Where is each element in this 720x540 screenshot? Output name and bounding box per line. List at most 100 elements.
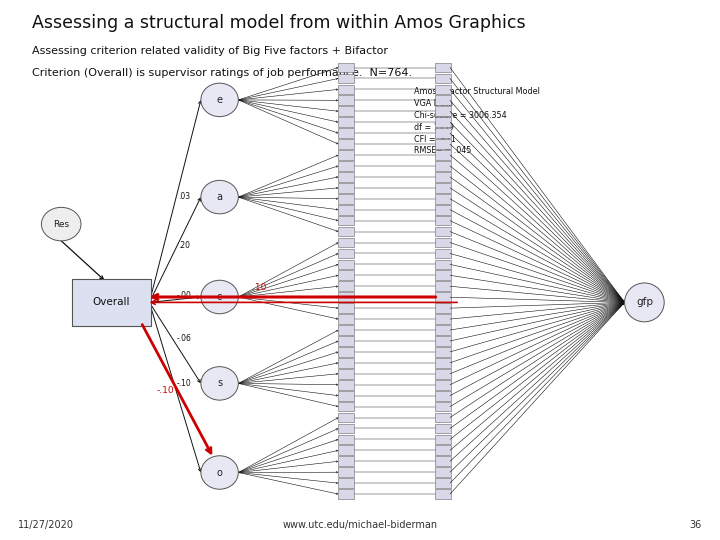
FancyBboxPatch shape xyxy=(435,139,451,149)
FancyBboxPatch shape xyxy=(435,292,451,302)
Text: -.06: -.06 xyxy=(176,334,192,343)
FancyBboxPatch shape xyxy=(435,391,451,401)
FancyBboxPatch shape xyxy=(435,314,451,324)
FancyBboxPatch shape xyxy=(338,117,354,127)
FancyBboxPatch shape xyxy=(338,347,354,357)
FancyBboxPatch shape xyxy=(338,489,354,499)
FancyBboxPatch shape xyxy=(338,325,354,335)
FancyBboxPatch shape xyxy=(435,172,451,182)
FancyBboxPatch shape xyxy=(338,248,354,258)
FancyBboxPatch shape xyxy=(435,227,451,237)
FancyBboxPatch shape xyxy=(338,238,354,247)
FancyBboxPatch shape xyxy=(338,96,354,105)
FancyBboxPatch shape xyxy=(338,413,354,422)
FancyBboxPatch shape xyxy=(338,150,354,160)
FancyBboxPatch shape xyxy=(338,281,354,291)
FancyBboxPatch shape xyxy=(338,205,354,214)
FancyBboxPatch shape xyxy=(338,260,354,269)
Text: s: s xyxy=(217,379,222,388)
FancyBboxPatch shape xyxy=(338,85,354,94)
FancyBboxPatch shape xyxy=(338,478,354,488)
FancyBboxPatch shape xyxy=(435,467,451,477)
FancyBboxPatch shape xyxy=(435,369,451,379)
FancyBboxPatch shape xyxy=(435,183,451,193)
Text: a: a xyxy=(217,192,222,202)
Ellipse shape xyxy=(201,83,238,117)
Text: Criterion (Overall) is supervisor ratings of job performance.  N=764.: Criterion (Overall) is supervisor rating… xyxy=(32,68,413,78)
FancyBboxPatch shape xyxy=(435,478,451,488)
Ellipse shape xyxy=(42,207,81,241)
Text: .03: .03 xyxy=(178,192,190,201)
FancyBboxPatch shape xyxy=(338,129,354,138)
Text: -.10: -.10 xyxy=(157,386,174,395)
Text: Res: Res xyxy=(53,220,69,228)
FancyBboxPatch shape xyxy=(338,172,354,182)
FancyBboxPatch shape xyxy=(435,96,451,105)
Ellipse shape xyxy=(201,367,238,400)
FancyBboxPatch shape xyxy=(338,456,354,466)
FancyBboxPatch shape xyxy=(435,260,451,269)
FancyBboxPatch shape xyxy=(338,106,354,116)
FancyBboxPatch shape xyxy=(435,150,451,160)
FancyBboxPatch shape xyxy=(435,336,451,346)
FancyBboxPatch shape xyxy=(338,336,354,346)
FancyBboxPatch shape xyxy=(435,238,451,247)
FancyBboxPatch shape xyxy=(435,446,451,455)
FancyBboxPatch shape xyxy=(435,106,451,116)
Ellipse shape xyxy=(201,456,238,489)
FancyBboxPatch shape xyxy=(338,435,354,444)
Ellipse shape xyxy=(625,283,664,322)
FancyBboxPatch shape xyxy=(338,358,354,368)
FancyBboxPatch shape xyxy=(435,347,451,357)
FancyBboxPatch shape xyxy=(435,413,451,422)
Text: 11/27/2020: 11/27/2020 xyxy=(18,520,74,530)
FancyBboxPatch shape xyxy=(338,314,354,324)
FancyBboxPatch shape xyxy=(338,380,354,389)
FancyBboxPatch shape xyxy=(435,303,451,313)
FancyBboxPatch shape xyxy=(435,435,451,444)
Text: gfp: gfp xyxy=(636,298,653,307)
FancyBboxPatch shape xyxy=(338,446,354,455)
FancyBboxPatch shape xyxy=(435,358,451,368)
FancyBboxPatch shape xyxy=(435,281,451,291)
Text: e: e xyxy=(217,95,222,105)
FancyBboxPatch shape xyxy=(435,489,451,499)
Text: o: o xyxy=(217,468,222,477)
Text: -.10: -.10 xyxy=(176,379,191,388)
FancyBboxPatch shape xyxy=(435,325,451,335)
Text: .20: .20 xyxy=(178,241,190,250)
Text: c: c xyxy=(217,292,222,302)
Text: Overall: Overall xyxy=(93,298,130,307)
Text: Amos Bifactor Structural Model
VGA Data
Chi-square = 3006.354
df = 1159
CFI = .8: Amos Bifactor Structural Model VGA Data … xyxy=(414,87,540,156)
FancyBboxPatch shape xyxy=(435,248,451,258)
FancyBboxPatch shape xyxy=(435,85,451,94)
FancyBboxPatch shape xyxy=(435,117,451,127)
FancyBboxPatch shape xyxy=(338,391,354,401)
FancyBboxPatch shape xyxy=(435,456,451,466)
Text: -.00: -.00 xyxy=(176,291,192,300)
FancyBboxPatch shape xyxy=(338,63,354,72)
Ellipse shape xyxy=(201,180,238,214)
Text: www.utc.edu/michael-biderman: www.utc.edu/michael-biderman xyxy=(282,520,438,530)
Text: Assessing a structural model from within Amos Graphics: Assessing a structural model from within… xyxy=(32,14,526,31)
FancyBboxPatch shape xyxy=(338,402,354,411)
FancyBboxPatch shape xyxy=(338,271,354,280)
FancyBboxPatch shape xyxy=(338,161,354,171)
FancyBboxPatch shape xyxy=(435,216,451,226)
FancyBboxPatch shape xyxy=(338,139,354,149)
FancyBboxPatch shape xyxy=(435,129,451,138)
FancyBboxPatch shape xyxy=(338,227,354,237)
FancyBboxPatch shape xyxy=(338,423,354,433)
FancyBboxPatch shape xyxy=(435,161,451,171)
Ellipse shape xyxy=(201,280,238,314)
FancyBboxPatch shape xyxy=(435,402,451,411)
FancyBboxPatch shape xyxy=(435,63,451,72)
Text: .10: .10 xyxy=(252,283,266,292)
FancyBboxPatch shape xyxy=(338,369,354,379)
FancyBboxPatch shape xyxy=(435,380,451,389)
Text: Assessing criterion related validity of Big Five factors + Bifactor: Assessing criterion related validity of … xyxy=(32,46,388,56)
FancyBboxPatch shape xyxy=(435,194,451,204)
FancyBboxPatch shape xyxy=(338,194,354,204)
FancyBboxPatch shape xyxy=(338,183,354,193)
FancyBboxPatch shape xyxy=(435,205,451,214)
